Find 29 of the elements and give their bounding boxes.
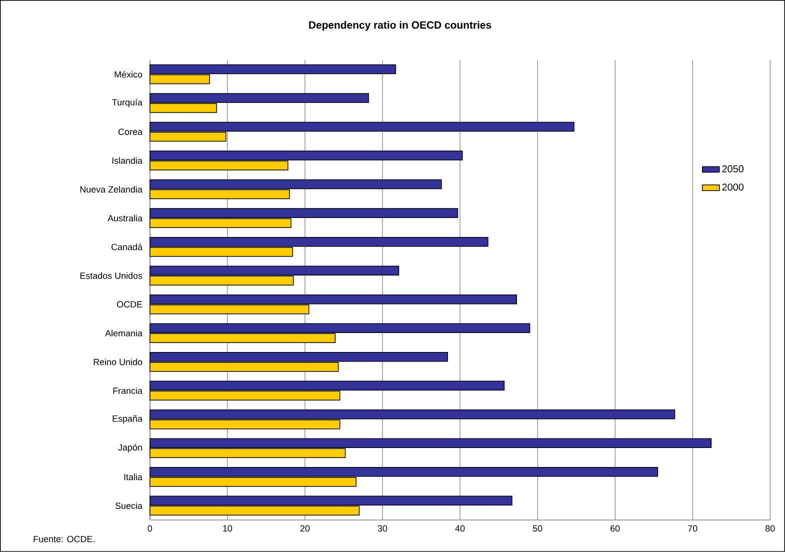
- y-tick-label: España: [112, 415, 142, 424]
- source-note: Fuente: OCDE.: [34, 536, 94, 542]
- y-tick-label: Italia: [124, 474, 142, 480]
- x-tick-label: 0: [148, 525, 152, 532]
- y-tick-label: Canadá: [112, 244, 142, 250]
- x-tick-label: 40: [455, 525, 465, 532]
- x-tick-label: 20: [300, 525, 310, 532]
- y-tick-label: Nueva Zelandia: [80, 186, 142, 193]
- y-tick-label: Japón: [118, 444, 142, 452]
- y-tick-label: Alemania: [105, 330, 142, 336]
- y-tick-label: Suecia: [115, 502, 142, 509]
- legend-label: 2050: [722, 165, 744, 172]
- legend-label: 2000: [722, 184, 744, 191]
- x-tick-label: 80: [766, 525, 775, 532]
- chart-title: Dependency ratio in OECD countries: [309, 21, 492, 31]
- y-tick-label: OCDE: [116, 301, 142, 308]
- y-tick-label: Francia: [113, 387, 142, 394]
- y-tick-label: Turquía: [112, 98, 142, 108]
- x-tick-label: 70: [688, 525, 698, 532]
- y-tick-label: Australia: [108, 214, 142, 222]
- y-tick-label: Corea: [118, 128, 142, 135]
- y-tick-label: México: [114, 70, 142, 78]
- y-tick-label: Reino Unido: [94, 358, 142, 366]
- x-tick-label: 10: [223, 525, 232, 532]
- y-tick-label: Estados Unidos: [80, 272, 142, 279]
- x-tick-label: 50: [532, 525, 542, 532]
- y-tick-label: Islandia: [112, 157, 142, 164]
- x-tick-label: 30: [378, 525, 388, 532]
- x-tick-label: 60: [610, 525, 620, 532]
